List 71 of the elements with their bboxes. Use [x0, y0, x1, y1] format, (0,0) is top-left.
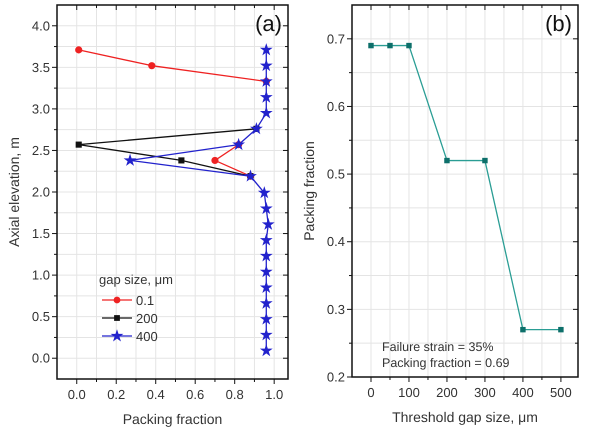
point: [406, 42, 412, 48]
point: [244, 169, 257, 182]
point: [260, 328, 273, 340]
x-axis-title: Packing fraction: [122, 411, 222, 427]
point: [260, 58, 273, 72]
point: [232, 138, 246, 150]
y-tick-label: 2.5: [32, 142, 50, 158]
x-tick-label: 300: [474, 385, 496, 400]
legend-label: 0.1: [136, 293, 154, 308]
x-tick-label: 0.0: [68, 387, 86, 402]
point: [387, 42, 393, 48]
x-tick-label: 1.0: [265, 387, 284, 402]
point: [260, 280, 273, 294]
y-tick-label: 3.5: [32, 60, 50, 75]
legend-label: 200: [136, 311, 158, 326]
point: [482, 158, 488, 164]
x-tick-label: 0: [367, 385, 375, 400]
legend-label: 400: [136, 329, 158, 344]
y-axis-title: Packing fraction: [301, 141, 317, 241]
point: [260, 296, 273, 309]
y-tick-label: 0.5: [326, 166, 345, 182]
y-tick-label: 0.7: [326, 31, 345, 46]
annotation: Packing fraction = 0.69: [382, 356, 510, 370]
x-tick-label: 0.2: [107, 387, 126, 402]
x-tick-label: 100: [398, 385, 420, 400]
point: [148, 62, 156, 70]
point: [260, 233, 273, 246]
x-tick-label: 500: [550, 385, 572, 400]
point: [124, 154, 136, 166]
y-tick-label: 2.0: [32, 184, 50, 200]
x-tick-label: 200: [436, 385, 458, 400]
y-tick-label: 0.0: [32, 350, 50, 366]
y-tick-label: 1.5: [32, 226, 50, 242]
point: [211, 156, 219, 164]
point: [260, 202, 273, 214]
point: [260, 74, 273, 87]
y-tick-label: 4.0: [32, 18, 50, 34]
x-tick-label: 0.6: [186, 387, 204, 402]
x-axis-title: Threshold gap size, μm: [392, 409, 538, 425]
point: [260, 90, 273, 103]
y-tick-label: 0.2: [326, 370, 345, 384]
point: [260, 43, 273, 56]
y-tick-label: 1.0: [32, 268, 50, 283]
chart-title: (b): [545, 11, 572, 36]
point: [262, 218, 275, 230]
x-tick-label: 0.8: [226, 387, 244, 402]
annotation: Failure strain = 35%: [382, 340, 494, 354]
point: [258, 186, 271, 198]
point: [260, 344, 273, 356]
point: [75, 46, 82, 54]
chart-title: (a): [255, 11, 282, 36]
point: [260, 249, 273, 262]
y-tick-label: 0.6: [326, 98, 345, 114]
y-tick-label: 0.4: [326, 234, 345, 250]
y-tick-label: 0.5: [32, 309, 50, 324]
legend-title: gap size, μm: [99, 272, 173, 287]
y-tick-label: 0.3: [326, 302, 345, 317]
point: [260, 106, 273, 119]
point: [260, 265, 273, 278]
point: [520, 326, 526, 332]
y-tick-label: 3.0: [32, 101, 50, 116]
point: [76, 142, 82, 148]
point: [368, 42, 374, 48]
y-axis-title: Axial elevation, m: [6, 137, 22, 247]
x-tick-label: 400: [512, 385, 534, 400]
point: [444, 158, 450, 164]
point: [250, 122, 263, 134]
x-tick-label: 0.4: [146, 387, 165, 402]
point: [178, 157, 184, 164]
point: [558, 326, 564, 332]
point: [260, 312, 273, 325]
